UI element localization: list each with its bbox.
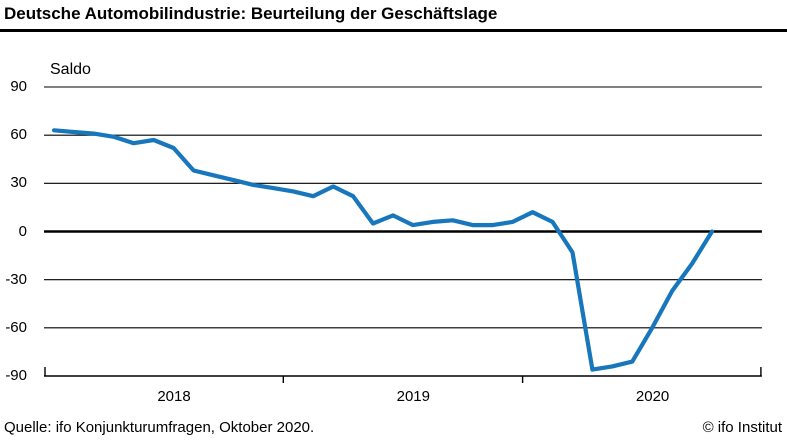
y-tick-label: 60 bbox=[10, 126, 27, 144]
copyright-note: © ifo Institut bbox=[702, 419, 782, 436]
series-line-geschaeftslage bbox=[51, 128, 715, 372]
y-tick-label: 90 bbox=[10, 77, 27, 95]
y-axis-title: Saldo bbox=[50, 61, 91, 78]
x-year-label: 2019 bbox=[396, 388, 430, 405]
y-tick-label: -90 bbox=[5, 367, 27, 384]
y-tick-label: -30 bbox=[5, 270, 27, 288]
title-rule bbox=[0, 29, 787, 32]
y-tick-label: 0 bbox=[18, 222, 27, 240]
source-note: Quelle: ifo Konjunkturumfragen, Oktober … bbox=[4, 419, 315, 436]
y-tick-label: -60 bbox=[5, 318, 27, 336]
page-title: Deutsche Automobilindustrie: Beurteilung… bbox=[4, 4, 498, 23]
x-year-label: 2018 bbox=[157, 388, 191, 405]
x-year-label: 2020 bbox=[635, 388, 670, 405]
y-tick-label: 30 bbox=[10, 174, 27, 192]
